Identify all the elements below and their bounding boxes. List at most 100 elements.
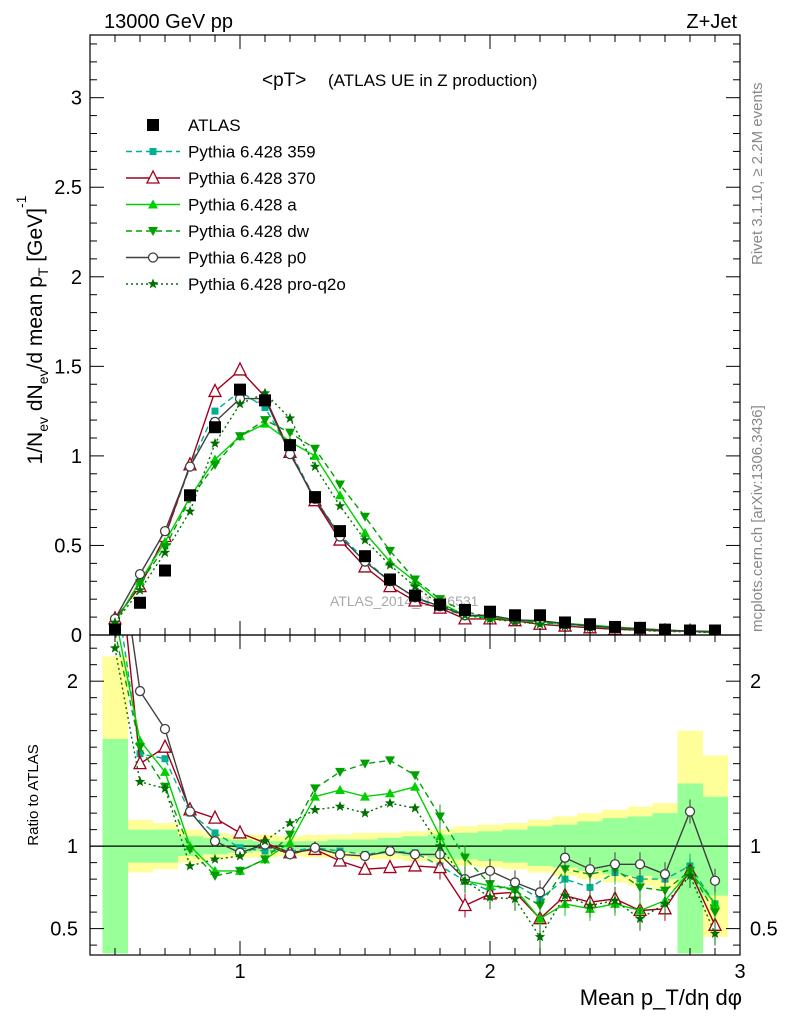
y-tick-label: 0.5 [54,535,82,557]
atlas-point-19 [584,618,596,631]
side-label-rivet: Rivet 3.1.10, ≥ 2.2M events [749,83,766,266]
ratio-point-3-22 [660,886,670,896]
mc-point-3-4 [210,460,220,470]
atlas-point-6 [259,394,271,407]
atlas-point-10 [359,550,371,563]
legend-marker [147,252,159,263]
side-label-mcplots: mcplots.cern.ch [arXiv:1306.3436] [749,405,766,632]
y-axis-label-top: 1/Nev dNev/d mean pT [GeV]-1 [13,195,51,464]
mc-point-5-5 [234,398,246,409]
atlas-point-7 [284,439,296,452]
ratio-frame [89,634,741,956]
ratio-point-1-13 [432,859,448,874]
legend-label: Pythia 6.428 370 [188,169,316,188]
ratio-point-1-5 [232,824,248,839]
ratio-y-tick-label-right: 0.5 [750,919,778,941]
mc-point-5-6 [259,387,271,398]
y-tick-label: 1.5 [54,356,82,378]
mc-point-5-1 [134,584,146,595]
ratio-line-5 [114,648,716,939]
legend-item: Pythia 6.428 a [126,196,297,215]
ratio-point-5-15 [484,891,496,902]
mc-point-3-5 [235,432,245,442]
ratio-point-2-9 [335,785,345,795]
mc-point-1-5 [232,361,248,376]
y-tick-label: 3 [71,88,82,110]
ratio-point-5-11 [384,797,396,808]
legend: ATLAS Pythia 6.428 359 Pythia 6.428 370 Pyt… [126,116,346,294]
ratio-point-5-10 [359,807,371,818]
atlas-point-1 [134,596,146,609]
mc-point-5-4 [209,437,221,448]
ratio-point-4-0 [111,512,120,521]
ratio-point-2-12 [410,781,420,791]
legend-label: Pythia 6.428 a [188,196,297,215]
ratio-point-4-8 [309,842,321,853]
mc-point-3-10 [360,512,370,522]
y-axis-label-ratio: Ratio to ATLAS [25,744,42,845]
ratio-point-5-1 [134,776,146,787]
ratio-point-4-4 [209,836,221,847]
atlas-point-5 [234,383,246,396]
ratio-point-5-8 [309,804,321,815]
ratio-point-1-14 [457,897,473,912]
ratio-point-5-24 [709,928,721,938]
ratio-point-2-8 [310,791,320,801]
ratio-point-3-4 [210,871,220,881]
ratio-point-1-2 [157,738,173,753]
atlas-point-17 [534,609,546,622]
mc-point-3-12 [410,575,420,585]
ratio-point-1-12 [407,857,423,872]
ratio-point-1-11 [382,859,398,874]
legend-label: Pythia 6.428 dw [188,222,310,241]
ratio-point-4-20 [609,859,621,870]
ratio-point-4-2 [159,723,171,735]
ratio-point-1-4 [207,809,223,824]
ratio-point-5-7 [284,817,296,828]
ratio-point-4-10 [359,850,371,862]
mc-point-5-8 [309,461,321,472]
y-tick-label: 0 [71,625,82,647]
main-series-layer [107,361,721,635]
mc-point-2-8 [310,450,320,460]
mc-point-5-3 [184,505,196,516]
ratio-point-5-4 [209,853,221,864]
mc-point-1-4 [207,382,223,398]
x-tick-label: 1 [234,961,245,983]
mc-point-5-11 [384,559,396,570]
ratio-y-tick-label-right: 1 [750,836,761,858]
ratio-y-tick-label: 2 [67,671,78,693]
ratio-point-3-13 [435,812,445,822]
ratio-point-4-23 [684,806,696,817]
ratio-point-5-6 [259,835,271,846]
ratio-y-tick-label-right: 2 [750,671,761,693]
ratio-point-3-9 [335,767,345,777]
ratio-point-4-17 [534,887,546,898]
ratio-point-2-11 [385,788,395,798]
mc-point-5-0 [109,617,121,627]
header-left: 13000 GeV pp [104,11,233,33]
ratio-point-0-4 [211,829,219,837]
legend-item: Pythia 6.428 359 [126,143,316,162]
ratio-point-5-18 [559,890,571,901]
legend-label: Pythia 6.428 p0 [188,249,306,268]
atlas-point-9 [334,525,346,538]
ratio-point-5-0 [109,642,121,653]
ratio-point-3-3 [185,845,195,855]
ratio-point-0-1 [136,750,144,758]
ratio-point-4-15 [484,865,496,877]
plot-subtitle: (ATLAS UE in Z production) [328,71,537,90]
ratio-point-5-5 [234,850,246,861]
legend-item: Pythia 6.428 pro-q2o [126,275,346,294]
ratio-point-5-20 [609,895,621,905]
atlas-point-14 [459,603,471,616]
ratio-point-5-3 [184,860,196,871]
atlas-point-20 [609,620,621,633]
ratio-point-4-3 [184,806,196,817]
plot-title: <pT> [262,70,306,91]
ratio-point-5-16 [509,893,521,904]
ratio-y-tick-label: 0.5 [50,919,78,941]
ratio-point-3-15 [485,880,495,890]
ratio-y-tick-label: 1 [67,836,78,858]
mc-point-3-9 [335,480,345,490]
